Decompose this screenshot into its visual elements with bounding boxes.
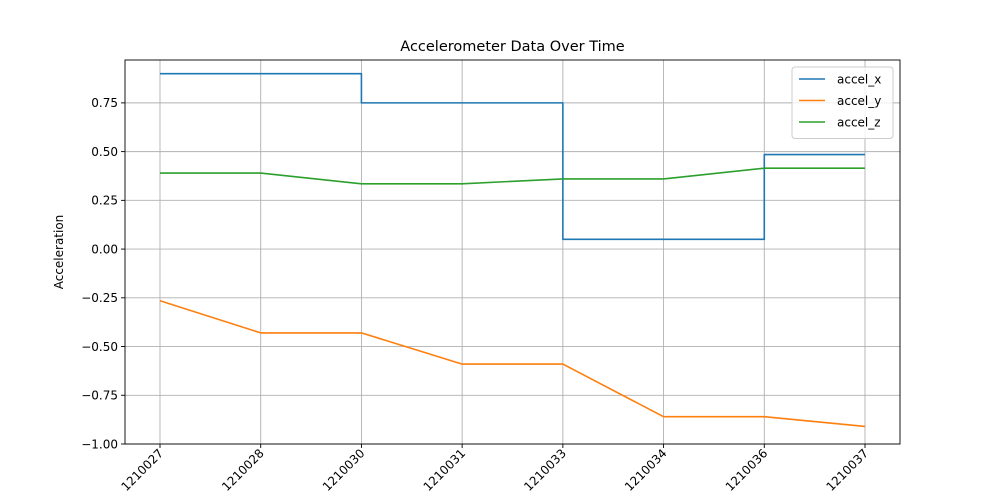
legend-label: accel_z: [837, 115, 881, 129]
x-tick-label: 1210031: [421, 446, 469, 494]
x-axis: 1210027 1210028 1210030 1210031 1210033 12100…: [118, 444, 871, 494]
y-axis-label: Acceleration: [52, 215, 66, 290]
y-tick-label: 0.00: [91, 242, 118, 256]
grid: [125, 60, 900, 445]
legend-label: accel_x: [837, 72, 881, 86]
x-tick-label: 1210036: [723, 446, 771, 494]
y-tick-label: −0.75: [81, 389, 118, 403]
y-tick-label: −0.25: [81, 291, 118, 305]
y-tick-label: −0.50: [81, 340, 118, 354]
series-line-accel-y: [159, 299, 866, 428]
y-tick-label: 0.75: [91, 96, 118, 110]
x-tick-label: 1210037: [823, 446, 871, 494]
x-tick-label: 1210027: [118, 446, 166, 494]
legend-label: accel_y: [837, 94, 881, 108]
chart-title: Accelerometer Data Over Time: [400, 39, 624, 55]
legend: accel_x accel_y accel_z: [791, 66, 894, 139]
x-tick-label: 1210030: [320, 446, 368, 494]
y-tick-label: −1.00: [81, 437, 118, 451]
x-tick-label: 1210033: [521, 446, 569, 494]
plot-frame: [124, 59, 901, 445]
series-line-accel-z: [160, 167, 865, 185]
y-tick-label: 0.25: [91, 194, 118, 208]
x-tick-label: 1210028: [219, 446, 267, 494]
y-tick-label: 0.50: [91, 145, 118, 159]
legend-box: [791, 66, 894, 139]
series-layer: [159, 72, 866, 428]
y-axis: −1.00 −0.75 −0.50 −0.25 0.00 0.25 0.50 0.75: [81, 96, 125, 451]
x-tick-label: 1210034: [622, 446, 670, 494]
series-line-accel-x: [160, 72, 865, 241]
